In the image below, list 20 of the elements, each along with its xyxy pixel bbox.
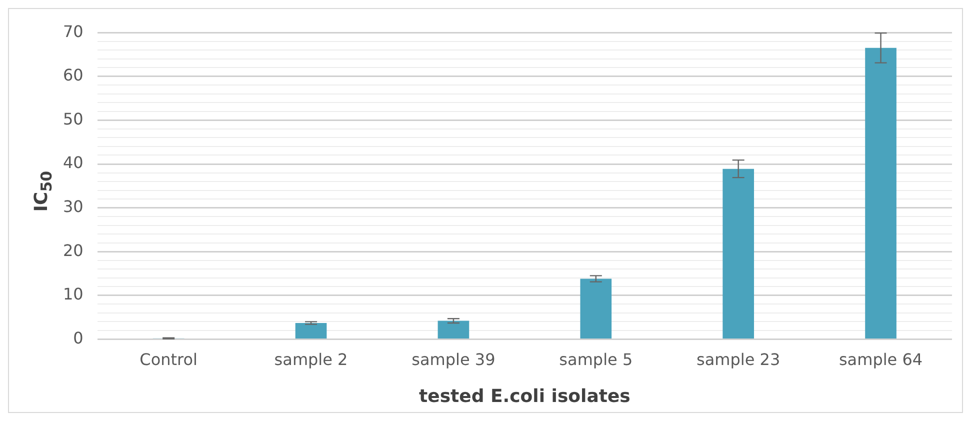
y-tick-label: 10 <box>63 284 84 304</box>
bar <box>438 320 470 338</box>
y-tick-label: 50 <box>63 109 84 128</box>
x-axis-title: tested E.coli isolates <box>419 386 630 407</box>
x-tick-label: Control <box>140 350 198 369</box>
y-tick-label: 0 <box>73 328 84 348</box>
y-tick-label: 60 <box>63 66 84 85</box>
bar <box>722 168 754 338</box>
x-tick-label: sample 2 <box>274 350 348 369</box>
x-tick-label: sample 5 <box>559 350 633 369</box>
x-tick-label: sample 64 <box>838 350 923 369</box>
bar <box>295 322 327 338</box>
y-tick-label: 20 <box>63 240 84 260</box>
y-tick-label: 30 <box>63 196 84 216</box>
x-tick-label: sample 39 <box>412 350 496 369</box>
x-tick-label: sample 23 <box>696 350 780 369</box>
y-tick-label: 70 <box>63 22 84 41</box>
y-tick-label: 40 <box>63 153 84 172</box>
bar <box>580 278 612 338</box>
bar <box>865 48 896 338</box>
